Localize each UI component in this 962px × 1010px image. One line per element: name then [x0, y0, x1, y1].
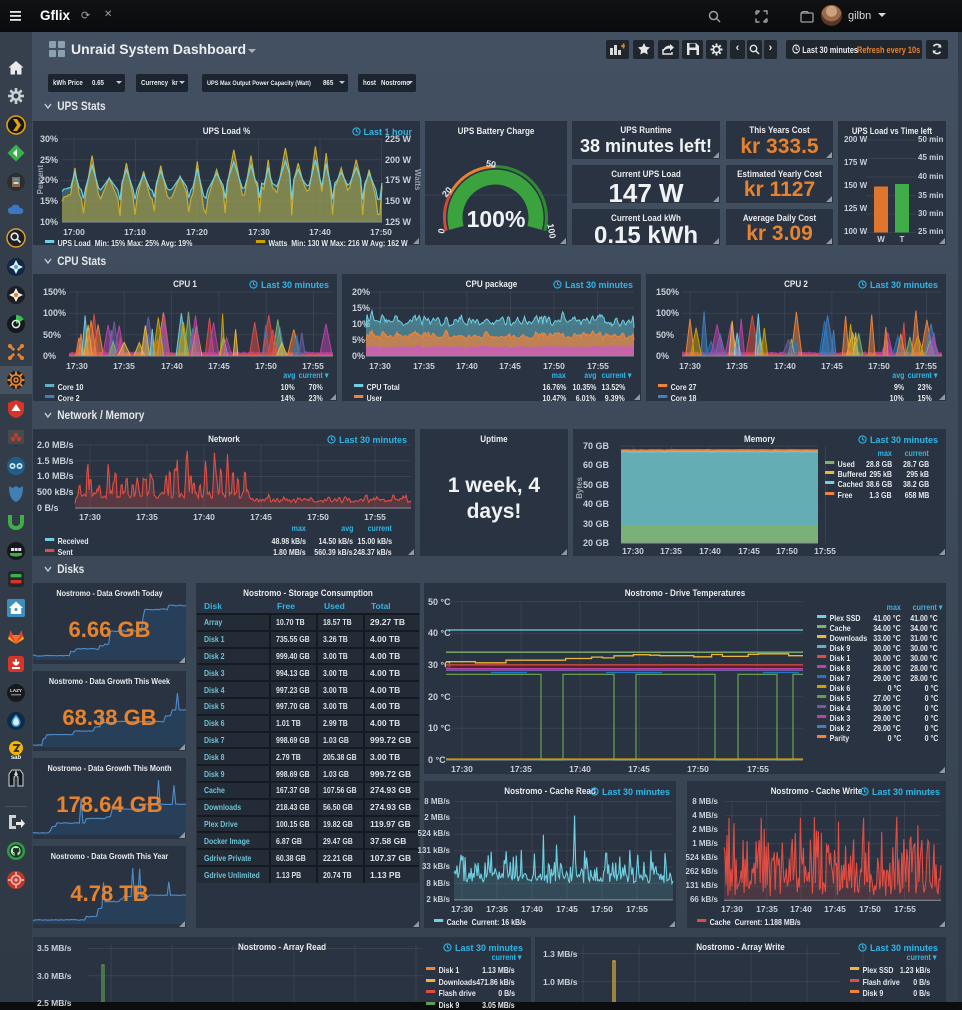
svg-text:sab: sab [11, 755, 22, 760]
svg-text:LAZY: LAZY [10, 688, 22, 693]
